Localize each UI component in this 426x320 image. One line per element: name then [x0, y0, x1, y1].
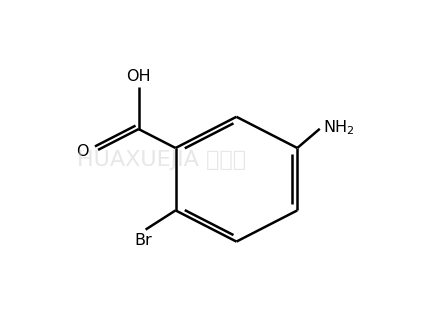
Text: OH: OH — [127, 68, 151, 84]
Text: O: O — [76, 144, 89, 159]
Text: Br: Br — [135, 234, 153, 248]
Text: HUAXUEJIA 化学加: HUAXUEJIA 化学加 — [77, 150, 247, 170]
Text: NH$_2$: NH$_2$ — [323, 118, 355, 137]
